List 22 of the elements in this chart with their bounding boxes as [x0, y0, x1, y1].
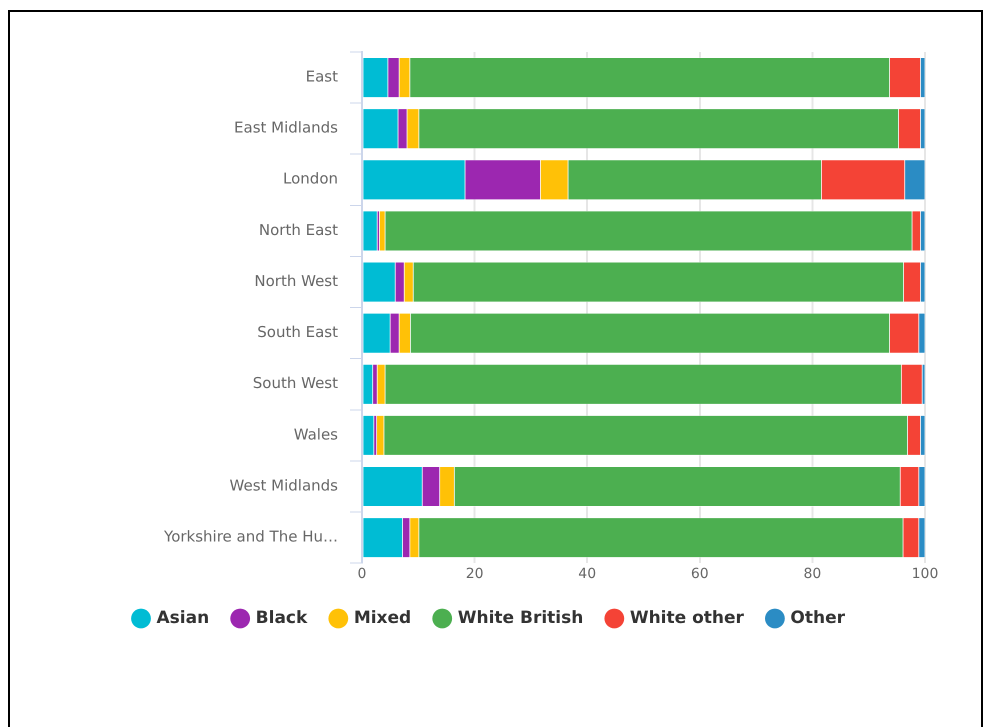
y-tick-label: Wales: [294, 425, 338, 444]
y-tick-label: East: [306, 67, 338, 86]
y-tick-label: Yorkshire and The Hu…: [163, 528, 338, 546]
legend-label: Asian: [156, 608, 210, 628]
y-tick-label: East Midlands: [234, 118, 338, 137]
x-tick-label: 60: [690, 566, 709, 582]
legend-label: White British: [458, 608, 584, 628]
legend-label: Other: [790, 608, 846, 628]
y-tick-label: North West: [254, 272, 338, 290]
y-tick-label: South West: [252, 374, 338, 392]
x-tick-label: 0: [358, 566, 366, 582]
y-tick-label: South East: [257, 323, 338, 342]
x-tick-label: 100: [912, 566, 938, 582]
legend-label: White other: [630, 608, 745, 628]
y-tick-label: North East: [258, 220, 338, 239]
legend-label: Black: [256, 608, 308, 628]
y-tick-label: West Midlands: [230, 476, 338, 494]
legend-label: Mixed: [354, 608, 412, 628]
x-tick-label: 40: [578, 566, 596, 582]
y-tick-label: London: [283, 170, 338, 188]
x-tick-label: 20: [466, 566, 484, 582]
x-tick-label: 80: [803, 566, 822, 582]
